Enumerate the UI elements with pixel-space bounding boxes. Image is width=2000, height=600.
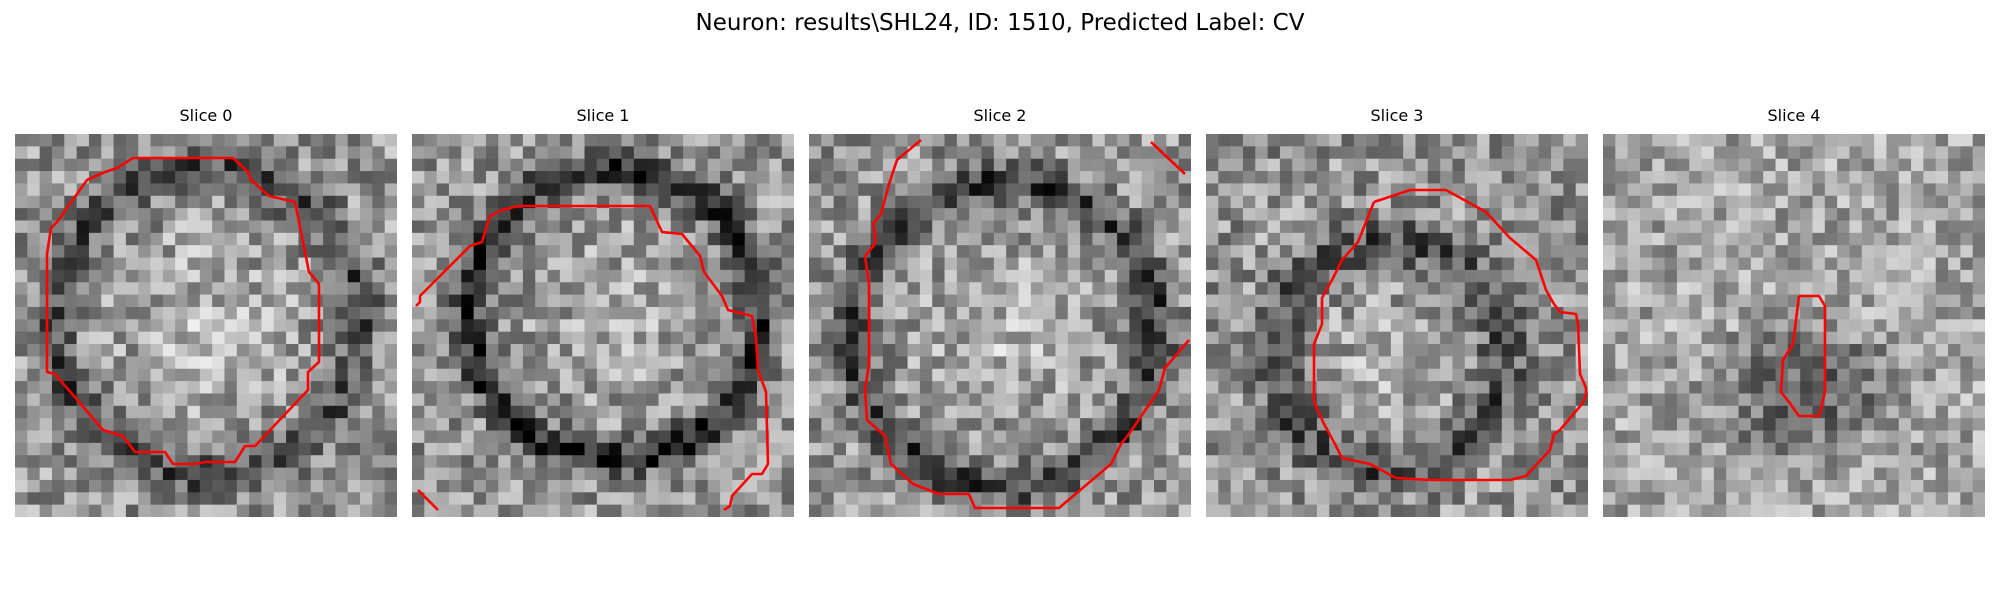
slice-pixels-0 [15,134,397,517]
contour-line-1-1 [417,489,439,511]
slice-title-1: Slice 1 [576,106,630,125]
slice-panel-2: Slice 2 [809,106,1191,517]
slice-pixels-3 [1206,134,1588,517]
slice-pixels-4 [1603,134,1985,517]
slice-panel-1: Slice 1 [412,106,794,517]
slice-image-0 [15,134,397,517]
contour-line-2-0 [863,139,1190,510]
slice-title-3: Slice 3 [1370,106,1424,125]
slice-pixels-1 [412,134,794,517]
slice-panel-0: Slice 0 [15,106,397,517]
contour-line-4-0 [1779,294,1827,418]
slice-image-4 [1603,134,1985,517]
slice-title-4: Slice 4 [1767,106,1821,125]
slice-title-2: Slice 2 [973,106,1027,125]
slice-image-1 [412,134,794,517]
contour-line-1-0 [415,204,770,512]
slice-image-3 [1206,134,1588,517]
contour-line-0-0 [45,156,321,466]
slice-image-2 [809,134,1191,517]
slice-panel-3: Slice 3 [1206,106,1588,517]
slice-pixels-2 [809,134,1191,517]
contour-line-2-1 [1150,141,1186,175]
slice-panel-4: Slice 4 [1603,106,1985,517]
figure-title: Neuron: results\SHL24, ID: 1510, Predict… [695,10,1305,36]
slice-title-0: Slice 0 [179,106,233,125]
contour-line-3-0 [1312,188,1588,482]
